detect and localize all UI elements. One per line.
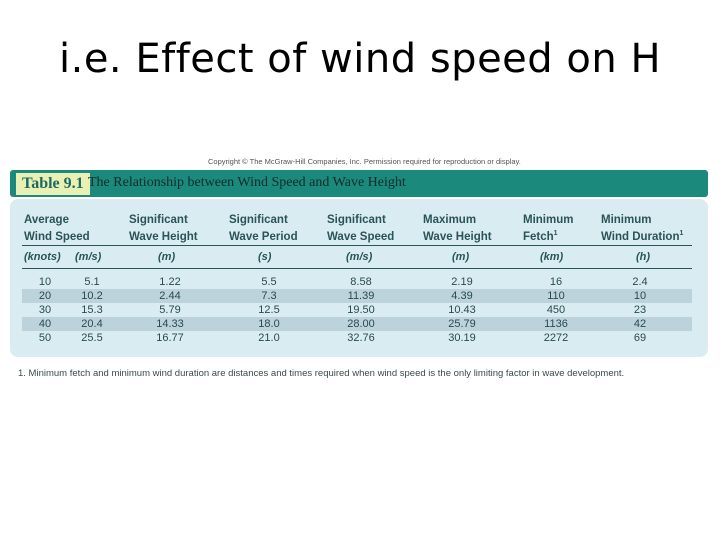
table-cell: 110 bbox=[547, 290, 565, 302]
unit-height-m: (m) bbox=[158, 251, 176, 263]
table-cell: 4.39 bbox=[451, 290, 473, 302]
table-cell: 18.0 bbox=[258, 318, 280, 330]
unit-speed-ms: (m/s) bbox=[346, 251, 373, 263]
table-row: 10 5.1 1.22 5.5 8.58 2.19 16 2.4 bbox=[22, 275, 692, 289]
table-cell: 21.0 bbox=[258, 332, 280, 344]
units-rule bbox=[22, 268, 692, 269]
table-cell: 11.39 bbox=[347, 290, 375, 302]
table-cell: 12.5 bbox=[258, 304, 280, 316]
table-cell: 8.58 bbox=[350, 276, 372, 288]
table-cell: 32.76 bbox=[347, 332, 375, 344]
unit-duration-h: (h) bbox=[636, 251, 651, 263]
table-cell: 10.43 bbox=[448, 304, 476, 316]
header-minimum-fetch: Minimum Fetch1 bbox=[523, 214, 574, 243]
table-cell: 1.22 bbox=[159, 276, 181, 288]
table-cell: 42 bbox=[633, 318, 647, 330]
table-cell: 69 bbox=[633, 332, 647, 344]
table-cell: 20.4 bbox=[81, 318, 103, 330]
table-cell: 5.5 bbox=[261, 276, 277, 288]
unit-period-s: (s) bbox=[258, 251, 272, 263]
table-cell: 10.2 bbox=[81, 290, 103, 302]
table-cell: 2.4 bbox=[632, 276, 648, 288]
table-row: 50 25.5 16.77 21.0 32.76 30.19 2272 69 bbox=[22, 331, 692, 345]
table-cell: 20 bbox=[38, 290, 52, 302]
table-cell: 16.77 bbox=[156, 332, 184, 344]
table-cell: 5.79 bbox=[159, 304, 181, 316]
table-footnote: 1. Minimum fetch and minimum wind durati… bbox=[18, 368, 625, 379]
table-cell: 2.44 bbox=[159, 290, 181, 302]
copyright-notice: Copyright © The McGraw-Hill Companies, I… bbox=[208, 157, 521, 166]
header-average-wind-speed: Average Wind Speed bbox=[24, 214, 90, 243]
table-cell: 450 bbox=[546, 304, 566, 316]
table-cell: 25.79 bbox=[448, 318, 476, 330]
table-cell: 50 bbox=[38, 332, 52, 344]
table-row: 40 20.4 14.33 18.0 28.00 25.79 1136 42 bbox=[22, 317, 692, 331]
header-significant-wave-period: Significant Wave Period bbox=[229, 214, 298, 243]
table-cell: 1136 bbox=[544, 318, 568, 330]
table-cell: 2272 bbox=[543, 332, 569, 344]
header-rule bbox=[22, 245, 692, 246]
table-cell: 28.00 bbox=[347, 318, 375, 330]
unit-knots: (knots) bbox=[24, 251, 61, 263]
table-cell: 7.3 bbox=[261, 290, 277, 302]
table-cell: 14.33 bbox=[156, 318, 184, 330]
table-cell: 10 bbox=[38, 276, 52, 288]
table-cell: 10 bbox=[633, 290, 647, 302]
table-cell: 2.19 bbox=[451, 276, 473, 288]
unit-wind-ms: (m/s) bbox=[75, 251, 102, 263]
table-row: 20 10.2 2.44 7.3 11.39 4.39 110 10 bbox=[22, 289, 692, 303]
table-cell: 30.19 bbox=[448, 332, 476, 344]
table-cell: 40 bbox=[38, 318, 52, 330]
table-cell: 16 bbox=[549, 276, 563, 288]
unit-fetch-km: (km) bbox=[540, 251, 564, 263]
table-cell: 5.1 bbox=[84, 276, 100, 288]
table-banner: Table 9.1 The Relationship between Wind … bbox=[10, 170, 708, 197]
table-cell: 23 bbox=[633, 304, 647, 316]
table-cell: 30 bbox=[38, 304, 52, 316]
unit-max-height-m: (m) bbox=[452, 251, 470, 263]
table-label: Table 9.1 bbox=[16, 173, 90, 195]
header-significant-wave-height: Significant Wave Height bbox=[129, 214, 198, 243]
slide-title: i.e. Effect of wind speed on H bbox=[58, 36, 662, 82]
table-cell: 25.5 bbox=[81, 332, 103, 344]
header-minimum-wind-duration: Minimum Wind Duration1 bbox=[601, 214, 684, 243]
table-title: The Relationship between Wind Speed and … bbox=[88, 175, 406, 190]
header-significant-wave-speed: Significant Wave Speed bbox=[327, 214, 395, 243]
header-maximum-wave-height: Maximum Wave Height bbox=[423, 214, 492, 243]
table-cell: 15.3 bbox=[81, 304, 103, 316]
table-cell: 19.50 bbox=[347, 304, 375, 316]
table-row: 30 15.3 5.79 12.5 19.50 10.43 450 23 bbox=[22, 303, 692, 317]
